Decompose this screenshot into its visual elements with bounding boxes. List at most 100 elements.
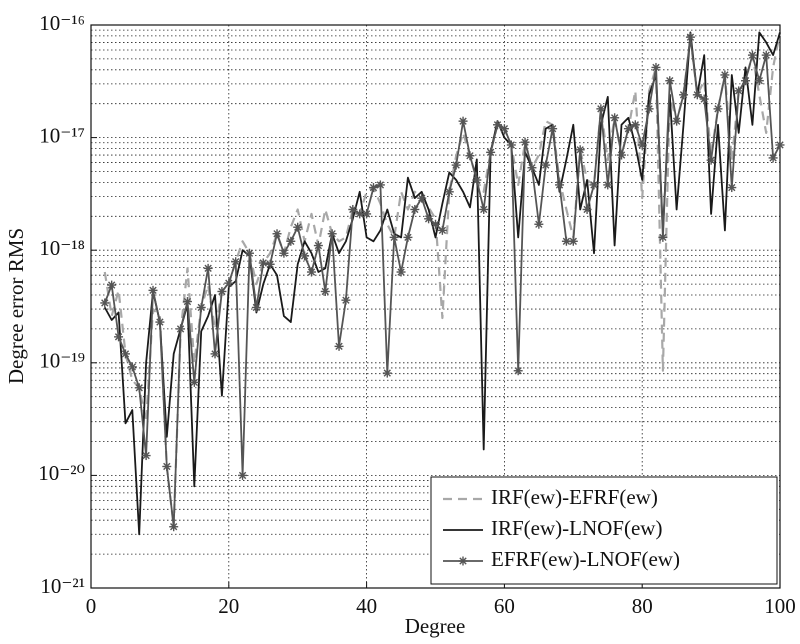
marker-stroke	[176, 325, 185, 333]
marker-stroke	[714, 105, 722, 113]
data-point	[162, 461, 172, 471]
marker-stroke	[259, 259, 267, 267]
marker-stroke	[238, 471, 247, 480]
data-point	[375, 180, 385, 190]
x-tick-label: 40	[356, 594, 377, 618]
marker-stroke	[114, 333, 123, 341]
data-point	[472, 175, 482, 185]
marker-stroke	[101, 299, 109, 307]
data-point	[541, 160, 551, 170]
legend-label: IRF(ew)-EFRF(ew)	[491, 485, 658, 509]
data-point	[107, 280, 117, 290]
marker-stroke	[514, 367, 522, 375]
y-tick-label: 10⁻²⁰	[38, 461, 85, 485]
data-point	[431, 219, 440, 229]
data-point	[362, 209, 372, 219]
marker-stroke	[583, 205, 591, 214]
data-point	[341, 295, 351, 305]
data-point	[630, 120, 640, 130]
y-axis-label: Degree error RMS	[4, 228, 28, 384]
marker-stroke	[287, 237, 295, 245]
data-point	[300, 251, 310, 261]
marker-stroke	[748, 51, 757, 59]
marker-stroke	[273, 230, 281, 238]
data-point	[120, 349, 130, 359]
data-point	[155, 317, 165, 327]
marker-stroke	[590, 181, 598, 189]
marker-stroke	[645, 105, 653, 113]
data-point	[520, 137, 530, 147]
data-point	[313, 241, 323, 251]
marker-stroke	[459, 557, 467, 565]
y-tick-label: 10⁻¹⁸	[39, 236, 85, 260]
data-point	[355, 209, 365, 219]
x-tick-label: 20	[218, 594, 239, 618]
data-point	[127, 362, 137, 372]
marker-stroke	[424, 215, 433, 223]
marker-stroke	[252, 303, 261, 312]
marker-stroke	[438, 226, 447, 235]
data-point	[747, 50, 757, 60]
data-point	[651, 62, 661, 72]
data-point	[458, 116, 468, 126]
marker-stroke	[328, 230, 336, 238]
marker-stroke	[624, 125, 633, 133]
data-point	[768, 153, 778, 163]
marker-stroke	[121, 350, 130, 358]
data-point	[527, 163, 537, 173]
marker-stroke	[294, 223, 302, 231]
data-point	[148, 285, 158, 295]
marker-stroke	[762, 51, 770, 59]
marker-stroke	[500, 125, 509, 133]
data-point	[603, 180, 613, 190]
marker-stroke	[211, 350, 219, 358]
x-tick-label: 60	[494, 594, 515, 618]
data-point	[623, 124, 633, 134]
data-point	[141, 451, 151, 461]
marker-stroke	[183, 297, 192, 306]
marker-stroke	[631, 121, 639, 129]
marker-stroke	[776, 141, 784, 149]
legend: IRF(ew)-EFRF(ew) IRF(ew)-LNOF(ew) EFRF(ew)…	[430, 476, 778, 585]
marker-stroke	[156, 318, 164, 326]
marker-stroke	[652, 63, 660, 72]
marker-stroke	[693, 91, 701, 99]
marker-stroke	[569, 237, 577, 245]
marker-stroke	[528, 164, 536, 172]
marker-stroke	[128, 363, 137, 371]
marker-stroke	[335, 342, 343, 351]
data-point	[713, 104, 723, 114]
data-point	[196, 302, 206, 312]
data-point	[134, 383, 144, 393]
data-point	[679, 90, 689, 100]
marker-stroke	[197, 303, 205, 312]
marker-stroke	[245, 249, 254, 257]
data-point	[176, 324, 186, 334]
marker-stroke	[562, 237, 571, 245]
data-point	[189, 377, 199, 387]
data-point	[444, 187, 454, 197]
marker-stroke	[659, 233, 667, 242]
marker-stroke	[617, 151, 626, 159]
marker-stroke	[411, 205, 419, 214]
data-point	[734, 86, 744, 96]
data-point	[217, 286, 227, 296]
data-point	[685, 32, 695, 42]
data-point	[699, 94, 709, 104]
data-point	[410, 204, 420, 214]
data-point	[575, 145, 585, 155]
data-point	[437, 225, 447, 235]
legend-label: IRF(ew)-LNOF(ew)	[491, 516, 662, 540]
marker-stroke	[755, 77, 764, 85]
marker-stroke	[163, 462, 171, 471]
data-point	[272, 229, 282, 239]
data-point	[644, 104, 654, 114]
data-point	[320, 286, 330, 296]
data-point	[169, 522, 179, 532]
marker-stroke	[404, 233, 412, 242]
data-point	[761, 50, 771, 60]
data-point	[114, 332, 124, 342]
marker-stroke	[369, 183, 378, 192]
marker-stroke	[480, 205, 488, 214]
marker-stroke	[741, 77, 750, 85]
